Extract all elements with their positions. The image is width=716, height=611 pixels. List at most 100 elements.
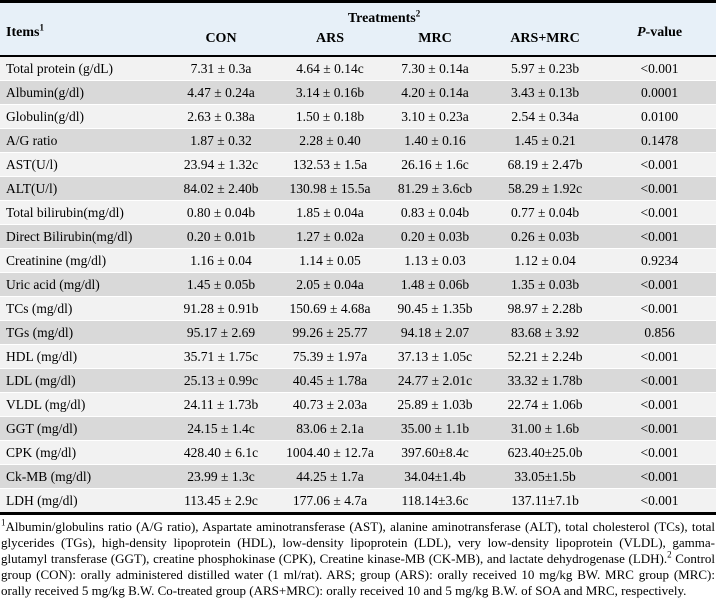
cell-con: 95.17 ± 2.69 bbox=[165, 320, 277, 345]
cell-ars-mrc: 68.19 ± 2.47b bbox=[487, 152, 604, 177]
cell-ars: 132.53 ± 1.5a bbox=[277, 152, 383, 177]
cell-ars: 2.28 ± 0.40 bbox=[277, 128, 383, 153]
items-superscript: 1 bbox=[39, 21, 44, 32]
cell-ars: 3.14 ± 0.16b bbox=[277, 80, 383, 105]
cell-con: 1.87 ± 0.32 bbox=[165, 128, 277, 153]
cell-con: 25.13 ± 0.99c bbox=[165, 368, 277, 393]
cell-ars-mrc: 623.40±25.0b bbox=[487, 440, 604, 465]
table-body: Total protein (g/dL) 7.31 ± 0.3a 4.64 ± … bbox=[0, 55, 716, 512]
table-row: AST(U/l) 23.94 ± 1.32c 132.53 ± 1.5a 26.… bbox=[0, 152, 716, 177]
cell-ars-mrc: 137.11±7.1b bbox=[487, 488, 604, 512]
cell-mrc: 81.29 ± 3.6cb bbox=[383, 176, 487, 201]
column-header-ars-mrc: ARS+MRC bbox=[510, 31, 580, 46]
cell-pvalue: <0.001 bbox=[603, 55, 716, 81]
footnote-groups-text: Control group (CON): orally administered… bbox=[1, 551, 715, 598]
cell-ars: 150.69 ± 4.68a bbox=[277, 296, 383, 321]
table-row: Direct Bilirubin(mg/dl) 0.20 ± 0.01b 1.2… bbox=[0, 224, 716, 249]
cell-ars-mrc: 3.43 ± 0.13b bbox=[487, 80, 604, 105]
cell-mrc: 1.40 ± 0.16 bbox=[383, 128, 487, 153]
cell-mrc: 3.10 ± 0.23a bbox=[383, 104, 487, 129]
cell-pvalue: <0.001 bbox=[603, 368, 716, 393]
table-row: Total bilirubin(mg/dl) 0.80 ± 0.04b 1.85… bbox=[0, 200, 716, 225]
treatments-superscript: 2 bbox=[415, 8, 421, 19]
items-label: Items bbox=[6, 24, 40, 40]
cell-ars: 1.27 ± 0.02a bbox=[277, 224, 383, 249]
cell-mrc: 90.45 ± 1.35b bbox=[383, 296, 487, 321]
cell-ars-mrc: 58.29 ± 1.92c bbox=[487, 176, 604, 201]
cell-ars: 83.06 ± 2.1a bbox=[277, 416, 383, 441]
cell-mrc: 34.04±1.4b bbox=[383, 464, 487, 489]
cell-con: 84.02 ± 2.40b bbox=[165, 176, 277, 201]
cell-item: Direct Bilirubin(mg/dl) bbox=[0, 224, 165, 249]
cell-ars: 4.64 ± 0.14c bbox=[277, 55, 383, 81]
cell-con: 1.16 ± 0.04 bbox=[165, 248, 277, 273]
column-header-mrc: MRC bbox=[418, 31, 452, 46]
cell-pvalue: <0.001 bbox=[603, 200, 716, 225]
cell-pvalue: <0.001 bbox=[603, 416, 716, 441]
cell-con: 0.80 ± 0.04b bbox=[165, 200, 277, 225]
cell-pvalue: 0.0001 bbox=[603, 80, 716, 105]
cell-item: CPK (mg/dl) bbox=[0, 440, 165, 465]
table-row: A/G ratio 1.87 ± 0.32 2.28 ± 0.40 1.40 ±… bbox=[0, 128, 716, 153]
cell-item: HDL (mg/dl) bbox=[0, 344, 165, 369]
cell-ars-mrc: 2.54 ± 0.34a bbox=[487, 104, 604, 129]
table-row: Albumin(g/dl) 4.47 ± 0.24a 3.14 ± 0.16b … bbox=[0, 80, 716, 105]
cell-con: 24.15 ± 1.4c bbox=[165, 416, 277, 441]
cell-ars: 1.14 ± 0.05 bbox=[277, 248, 383, 273]
cell-con: 7.31 ± 0.3a bbox=[165, 55, 277, 81]
cell-con: 0.20 ± 0.01b bbox=[165, 224, 277, 249]
column-header-ars: ARS bbox=[315, 31, 344, 46]
cell-item: Uric acid (mg/dl) bbox=[0, 272, 165, 297]
cell-mrc: 25.89 ± 1.03b bbox=[383, 392, 487, 417]
cell-mrc: 1.48 ± 0.06b bbox=[383, 272, 487, 297]
table-row: GGT (mg/dl) 24.15 ± 1.4c 83.06 ± 2.1a 35… bbox=[0, 416, 716, 441]
cell-mrc: 35.00 ± 1.1b bbox=[383, 416, 487, 441]
cell-ars-mrc: 0.26 ± 0.03b bbox=[487, 224, 604, 249]
cell-pvalue: <0.001 bbox=[603, 296, 716, 321]
table-row: Ck-MB (mg/dl) 23.99 ± 1.3c 44.25 ± 1.7a … bbox=[0, 464, 716, 489]
cell-con: 1.45 ± 0.05b bbox=[165, 272, 277, 297]
cell-ars-mrc: 83.68 ± 3.92 bbox=[487, 320, 604, 345]
cell-ars: 1.85 ± 0.04a bbox=[277, 200, 383, 225]
table-footnote: 1Albumin/globulins ratio (A/G ratio), As… bbox=[0, 518, 716, 599]
table-row: VLDL (mg/dl) 24.11 ± 1.73b 40.73 ± 2.03a… bbox=[0, 392, 716, 417]
cell-mrc: 397.60±8.4c bbox=[383, 440, 487, 465]
cell-item: Ck-MB (mg/dl) bbox=[0, 464, 165, 489]
cell-ars: 2.05 ± 0.04a bbox=[277, 272, 383, 297]
cell-item: VLDL (mg/dl) bbox=[0, 392, 165, 417]
cell-ars-mrc: 1.35 ± 0.03b bbox=[487, 272, 604, 297]
pvalue-label-rest: -value bbox=[645, 24, 683, 40]
cell-con: 91.28 ± 0.91b bbox=[165, 296, 277, 321]
cell-mrc: 94.18 ± 2.07 bbox=[383, 320, 487, 345]
cell-mrc: 118.14±3.6c bbox=[383, 488, 487, 512]
pvalue-label-italic-p: P bbox=[636, 24, 646, 40]
footnote-superscript-2: 2 bbox=[667, 549, 672, 560]
cell-item: Creatinine (mg/dl) bbox=[0, 248, 165, 273]
cell-con: 35.71 ± 1.75c bbox=[165, 344, 277, 369]
cell-mrc: 37.13 ± 1.05c bbox=[383, 344, 487, 369]
cell-ars: 99.26 ± 25.77 bbox=[277, 320, 383, 345]
column-header-items: Items1 bbox=[0, 3, 165, 56]
cell-pvalue: 0.0100 bbox=[603, 104, 716, 129]
cell-con: 24.11 ± 1.73b bbox=[165, 392, 277, 417]
cell-con: 428.40 ± 6.1c bbox=[165, 440, 277, 465]
cell-con: 23.94 ± 1.32c bbox=[165, 152, 277, 177]
cell-ars-mrc: 5.97 ± 0.23b bbox=[487, 55, 604, 81]
cell-pvalue: <0.001 bbox=[603, 152, 716, 177]
column-header-pvalue: P-value bbox=[603, 3, 716, 56]
table-row: LDH (mg/dl) 113.45 ± 2.9c 177.06 ± 4.7a … bbox=[0, 488, 716, 512]
cell-ars: 75.39 ± 1.97a bbox=[277, 344, 383, 369]
cell-pvalue: <0.001 bbox=[603, 488, 716, 512]
cell-con: 113.45 ± 2.9c bbox=[165, 488, 277, 512]
cell-ars-mrc: 33.32 ± 1.78b bbox=[487, 368, 604, 393]
table-row: HDL (mg/dl) 35.71 ± 1.75c 75.39 ± 1.97a … bbox=[0, 344, 716, 369]
cell-item: GGT (mg/dl) bbox=[0, 416, 165, 441]
table-row: CPK (mg/dl) 428.40 ± 6.1c 1004.40 ± 12.7… bbox=[0, 440, 716, 465]
cell-ars-mrc: 98.97 ± 2.28b bbox=[487, 296, 604, 321]
table-row: TCs (mg/dl) 91.28 ± 0.91b 150.69 ± 4.68a… bbox=[0, 296, 716, 321]
cell-ars-mrc: 0.77 ± 0.04b bbox=[487, 200, 604, 225]
cell-pvalue: 0.856 bbox=[603, 320, 716, 345]
cell-pvalue: <0.001 bbox=[603, 464, 716, 489]
table-header: Items1 Treatments2 P-value CON ARS MRC A… bbox=[0, 3, 716, 56]
